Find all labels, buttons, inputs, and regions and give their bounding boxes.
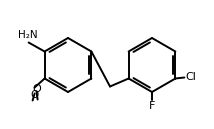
Text: O: O	[30, 90, 39, 99]
Text: methoxy: methoxy	[21, 103, 45, 107]
Text: O: O	[32, 83, 41, 94]
Text: methyl: methyl	[28, 102, 47, 107]
Text: H₂N: H₂N	[18, 30, 37, 39]
Text: Cl: Cl	[185, 72, 196, 83]
Text: F: F	[149, 101, 155, 111]
